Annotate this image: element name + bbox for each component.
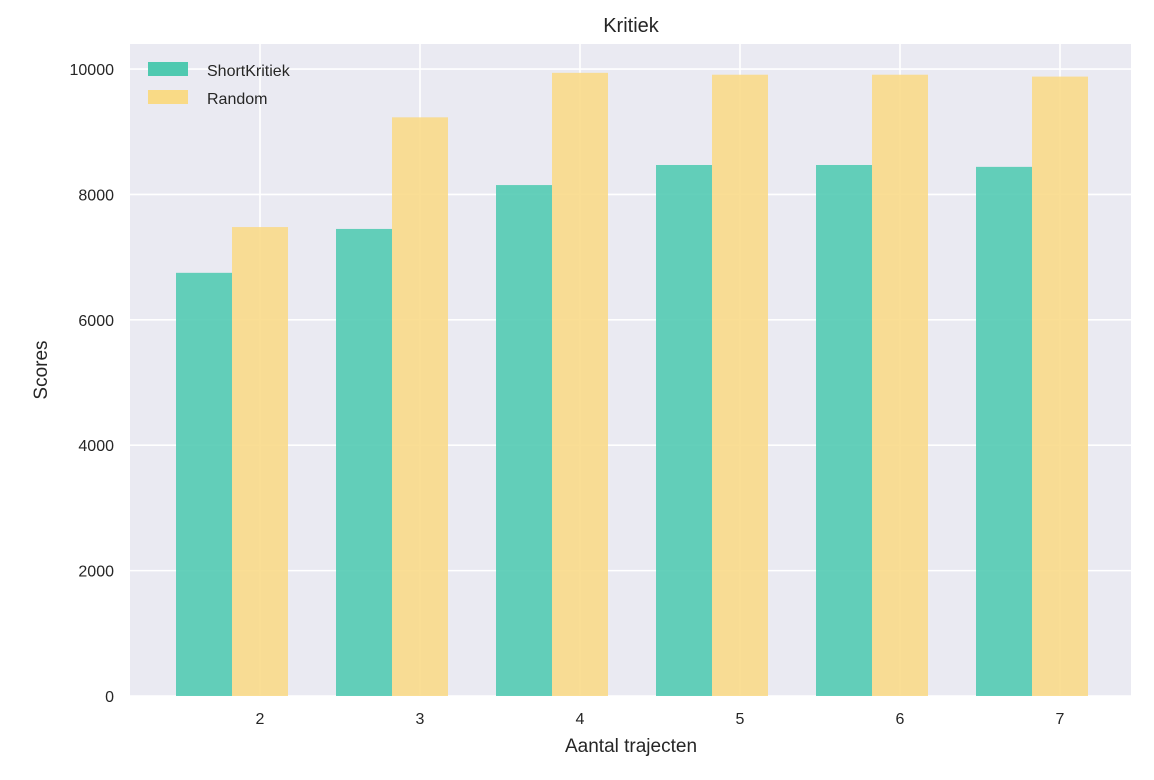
bar-random-2 <box>232 227 288 697</box>
x-axis-title: Aantal trajecten <box>565 736 697 757</box>
bar-random-4 <box>552 72 608 697</box>
bar-random-6 <box>872 74 928 696</box>
y-tick-labels: 0 2000 4000 6000 8000 10000 <box>70 62 115 706</box>
legend: ShortKritiek Random <box>148 62 291 108</box>
y-tick-label: 6000 <box>78 313 114 330</box>
x-tick-label: 7 <box>1056 711 1065 728</box>
bar-shortkritiek-7 <box>976 166 1032 696</box>
bar-random-3 <box>392 117 448 697</box>
bar-random-7 <box>1032 76 1088 697</box>
legend-label-shortkritiek: ShortKritiek <box>207 63 291 80</box>
chart-title: Kritiek <box>603 15 660 37</box>
y-tick-label: 10000 <box>70 62 115 79</box>
bar-shortkritiek-6 <box>816 164 872 696</box>
y-axis-title: Scores <box>31 340 52 399</box>
x-tick-label: 6 <box>896 711 905 728</box>
x-tick-label: 2 <box>256 711 265 728</box>
plot-background <box>130 44 1131 696</box>
x-tick-label: 5 <box>736 711 745 728</box>
y-tick-label: 4000 <box>78 438 114 455</box>
bar-shortkritiek-5 <box>656 164 712 696</box>
y-tick-label: 2000 <box>78 564 114 581</box>
legend-swatch-shortkritiek <box>148 62 188 76</box>
y-tick-label: 0 <box>105 689 114 706</box>
bar-random-5 <box>712 74 768 696</box>
y-tick-label: 8000 <box>78 187 114 204</box>
legend-label-random: Random <box>207 91 267 108</box>
x-tick-label: 3 <box>416 711 425 728</box>
x-tick-labels: 2 3 4 5 6 7 <box>256 711 1065 728</box>
bar-shortkritiek-2 <box>176 272 232 696</box>
bar-shortkritiek-3 <box>336 228 392 696</box>
x-tick-label: 4 <box>576 711 585 728</box>
bars <box>176 72 1088 697</box>
legend-swatch-random <box>148 90 188 104</box>
bar-shortkritiek-4 <box>496 185 552 697</box>
